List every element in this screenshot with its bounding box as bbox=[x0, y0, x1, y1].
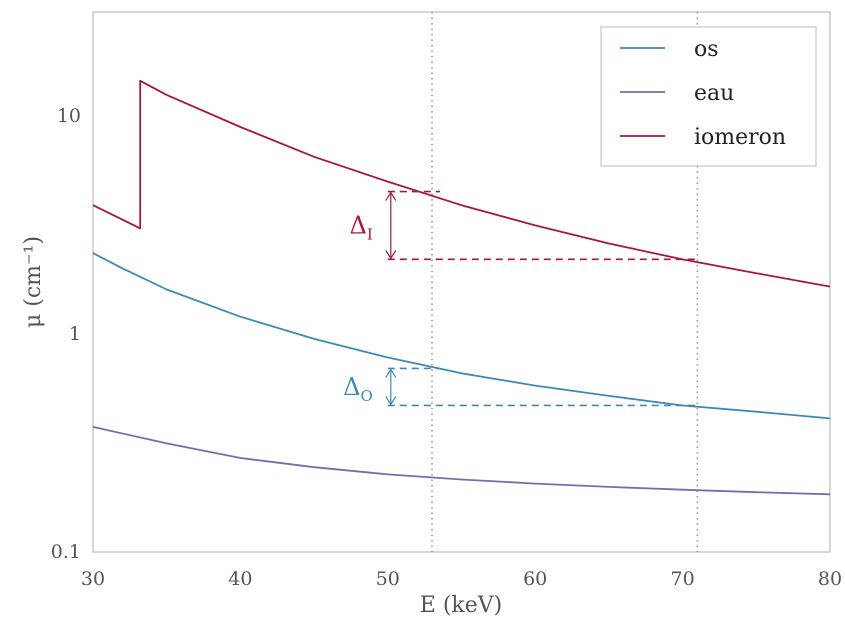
legend-label-iomeron: iomeron bbox=[694, 125, 786, 150]
delta-arrow-head bbox=[385, 191, 397, 201]
x-tick-label: 60 bbox=[523, 568, 547, 590]
series-line-os bbox=[92, 252, 831, 420]
y-tick-label: 1 bbox=[69, 323, 81, 345]
x-axis-label: E (keV) bbox=[420, 593, 502, 618]
x-tick-label: 40 bbox=[228, 568, 252, 590]
y-tick-label: 0.1 bbox=[51, 541, 81, 563]
x-tick-label: 30 bbox=[81, 568, 105, 590]
y-axis-label: μ (cm⁻¹) bbox=[21, 236, 46, 328]
legend-label-eau: eau bbox=[694, 81, 734, 106]
delta-arrow-head bbox=[385, 368, 397, 378]
x-axis-ticks: 30 40 50 60 70 80 bbox=[81, 568, 842, 590]
reference-lines bbox=[431, 12, 699, 552]
y-axis-ticks: 0.1 1 10 bbox=[51, 105, 81, 563]
delta-arrow-head bbox=[385, 396, 397, 406]
series-line-eau bbox=[92, 426, 831, 496]
legend: os eau iomeron bbox=[600, 26, 817, 167]
legend-label-os: os bbox=[694, 37, 719, 62]
y-tick-label: 10 bbox=[57, 105, 81, 127]
x-tick-label: 80 bbox=[818, 568, 842, 590]
x-tick-label: 50 bbox=[376, 568, 400, 590]
x-tick-label: 70 bbox=[671, 568, 695, 590]
legend-box bbox=[600, 26, 817, 167]
delta-arrow-head bbox=[385, 250, 397, 260]
